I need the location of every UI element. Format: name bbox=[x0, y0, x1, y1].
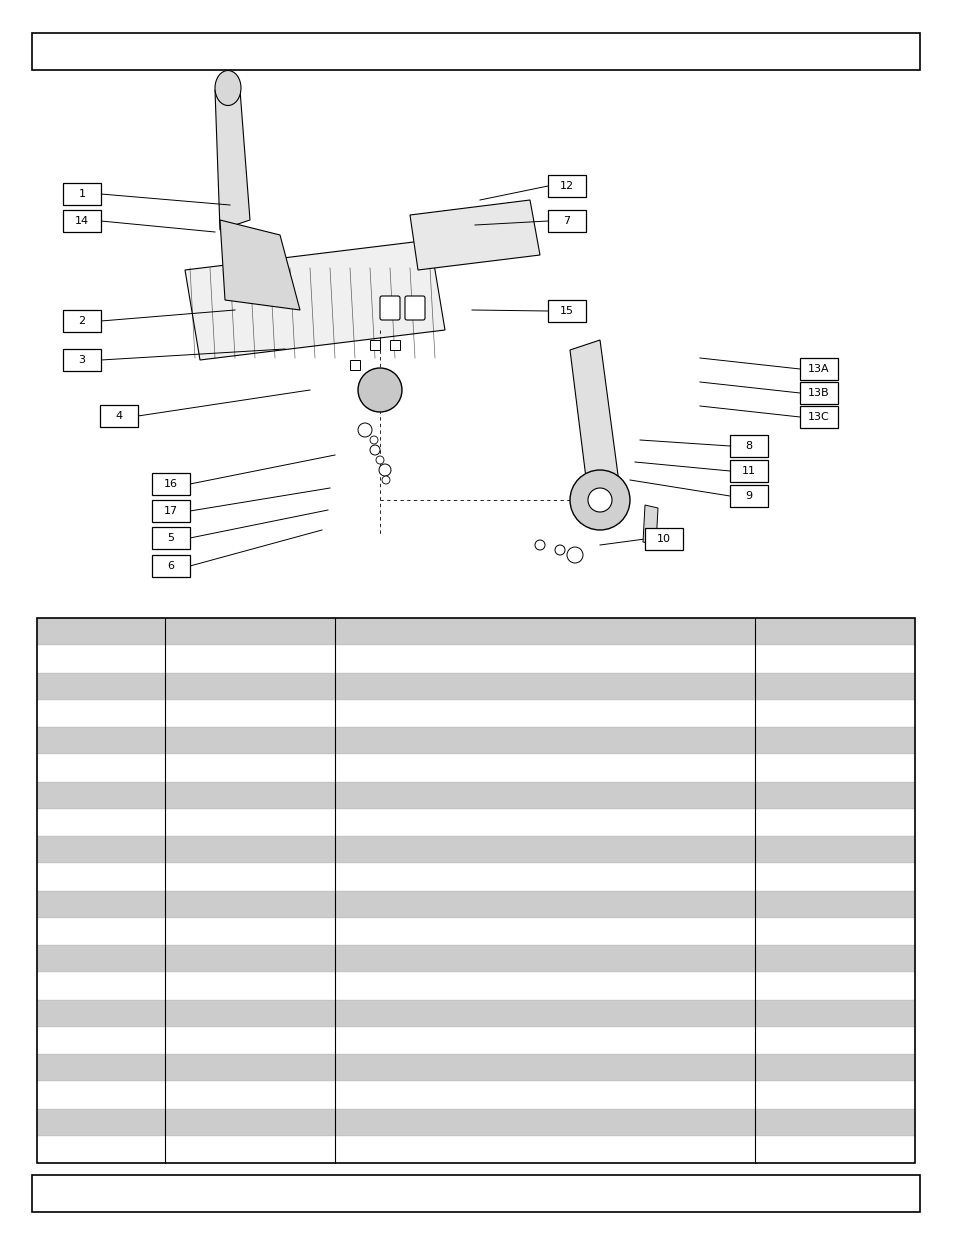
Text: 6: 6 bbox=[168, 561, 174, 571]
Bar bbox=[37, 1027, 914, 1054]
Bar bbox=[37, 618, 914, 1163]
Bar bbox=[37, 754, 914, 781]
Text: 16: 16 bbox=[164, 480, 178, 489]
Text: 12: 12 bbox=[559, 180, 574, 192]
Text: 13C: 13C bbox=[807, 412, 829, 421]
Bar bbox=[729, 485, 767, 507]
Bar bbox=[37, 672, 914, 700]
Text: 1: 1 bbox=[78, 189, 86, 199]
Circle shape bbox=[566, 548, 582, 564]
Bar bbox=[37, 727, 914, 754]
Circle shape bbox=[357, 423, 372, 438]
Bar bbox=[37, 973, 914, 1000]
Bar bbox=[370, 340, 379, 350]
Text: 2: 2 bbox=[78, 316, 86, 326]
Bar bbox=[547, 210, 585, 232]
Polygon shape bbox=[214, 90, 250, 230]
Bar bbox=[37, 1000, 914, 1027]
Text: 4: 4 bbox=[115, 412, 122, 421]
Polygon shape bbox=[410, 200, 539, 269]
Text: 5: 5 bbox=[168, 533, 174, 543]
Bar bbox=[644, 528, 682, 550]
Text: 13A: 13A bbox=[807, 363, 829, 375]
Circle shape bbox=[555, 545, 564, 555]
Bar bbox=[37, 836, 914, 863]
Bar bbox=[37, 618, 914, 645]
Bar bbox=[800, 382, 837, 404]
Bar bbox=[37, 645, 914, 672]
Circle shape bbox=[370, 436, 377, 444]
Text: 9: 9 bbox=[744, 491, 752, 501]
Text: 10: 10 bbox=[657, 534, 670, 544]
Circle shape bbox=[378, 464, 391, 476]
Bar bbox=[390, 340, 399, 350]
Bar bbox=[37, 1109, 914, 1136]
Bar bbox=[729, 460, 767, 482]
Bar bbox=[37, 1136, 914, 1163]
Bar bbox=[729, 435, 767, 457]
Text: 15: 15 bbox=[559, 307, 574, 316]
Bar bbox=[37, 946, 914, 973]
Bar bbox=[37, 1082, 914, 1109]
Ellipse shape bbox=[214, 70, 241, 105]
Bar bbox=[37, 863, 914, 890]
Text: 17: 17 bbox=[164, 506, 178, 515]
Text: 3: 3 bbox=[78, 355, 86, 365]
Bar bbox=[37, 700, 914, 727]
Bar bbox=[547, 176, 585, 197]
Bar bbox=[63, 183, 101, 205]
Bar bbox=[63, 210, 101, 232]
Bar bbox=[63, 349, 101, 371]
Bar bbox=[800, 358, 837, 379]
Polygon shape bbox=[185, 240, 444, 360]
Bar bbox=[152, 527, 190, 549]
Bar bbox=[152, 555, 190, 577]
Circle shape bbox=[375, 456, 384, 464]
Text: 13B: 13B bbox=[807, 388, 829, 398]
Bar bbox=[152, 501, 190, 522]
Text: 8: 8 bbox=[744, 441, 752, 451]
Circle shape bbox=[370, 445, 379, 455]
Bar bbox=[37, 890, 914, 918]
Text: 7: 7 bbox=[563, 216, 570, 226]
Bar bbox=[32, 33, 919, 70]
Bar bbox=[547, 300, 585, 323]
Bar bbox=[37, 808, 914, 836]
Bar bbox=[37, 918, 914, 946]
Bar bbox=[350, 360, 359, 370]
Bar bbox=[37, 1054, 914, 1082]
Text: 11: 11 bbox=[741, 466, 755, 476]
Circle shape bbox=[357, 368, 401, 412]
Polygon shape bbox=[220, 220, 299, 310]
Bar bbox=[152, 473, 190, 494]
FancyBboxPatch shape bbox=[379, 295, 399, 320]
Bar bbox=[800, 405, 837, 428]
Circle shape bbox=[569, 470, 629, 530]
Circle shape bbox=[535, 540, 544, 550]
Text: 14: 14 bbox=[75, 216, 89, 226]
Polygon shape bbox=[569, 340, 619, 510]
FancyBboxPatch shape bbox=[405, 295, 424, 320]
Bar bbox=[100, 405, 138, 426]
Bar bbox=[63, 310, 101, 332]
Circle shape bbox=[587, 488, 612, 512]
Polygon shape bbox=[642, 506, 658, 545]
Circle shape bbox=[381, 476, 390, 485]
Bar bbox=[32, 1175, 919, 1213]
Bar bbox=[37, 781, 914, 808]
